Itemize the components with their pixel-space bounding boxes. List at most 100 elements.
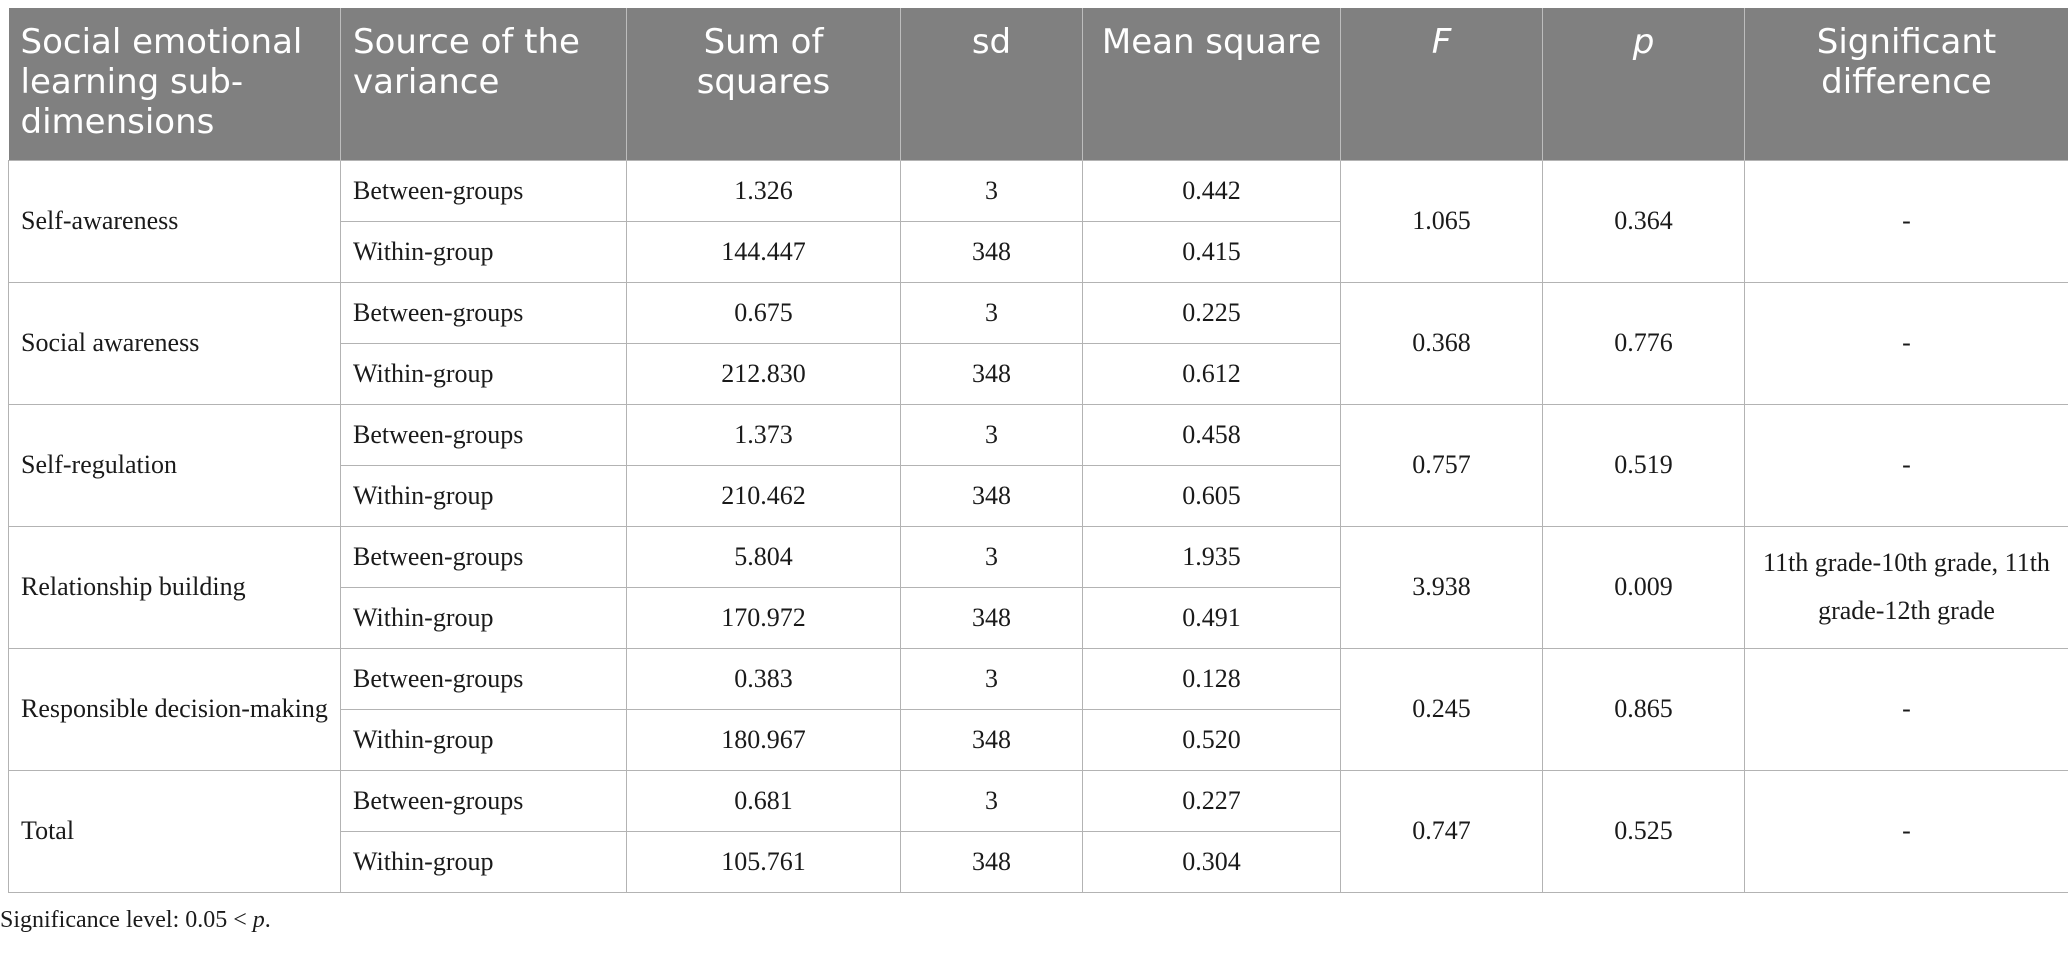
table-row: Within-group 180.967 348 0.520 [9,708,2068,771]
mean-square-cell: 0.612 [1082,342,1341,405]
table-row: Self-regulation Between-groups 1.373 3 0… [8,403,2068,527]
anova-table-container: Social emotional learning sub-dimensions… [8,8,2068,893]
p-cell: 0.364 [1542,159,1745,283]
significant-difference-cell: - [1744,769,2068,893]
table-row: Within-group 105.761 348 0.304 [9,830,2068,893]
sum-of-squares-cell: 1.326 [626,159,901,222]
f-cell: 0.757 [1340,403,1543,527]
source-cell: Between-groups [340,647,627,710]
anova-table: Social emotional learning sub-dimensions… [8,8,2068,893]
table-row: Self-awareness Between-groups 1.326 3 0.… [8,159,2068,283]
source-cell: Between-groups [340,769,627,832]
table-row: Relationship building Between-groups 5.8… [8,525,2068,649]
f-cell: 0.368 [1340,281,1543,405]
mean-square-cell: 0.520 [1082,708,1341,771]
footnote-prefix: Significance level: 0.05 < [0,907,253,933]
sd-cell: 348 [900,586,1083,649]
sum-of-squares-cell: 1.373 [626,403,901,466]
header-f-label: F [1431,22,1452,62]
sum-of-squares-cell: 105.761 [626,830,901,893]
source-cell: Within-group [340,830,627,893]
dimension-cell: Self-regulation [8,403,341,527]
sd-cell: 3 [900,525,1083,588]
mean-square-cell: 0.128 [1082,647,1341,710]
significant-difference-cell: - [1744,159,2068,283]
f-cell: 3.938 [1340,525,1543,649]
sd-cell: 3 [900,159,1083,222]
mean-square-cell: 0.225 [1082,281,1341,344]
sd-cell: 348 [900,464,1083,527]
sum-of-squares-cell: 144.447 [626,220,901,283]
header-mean-square: Mean square [1082,8,1341,160]
header-sum-of-squares: Sum of squares [626,8,901,160]
table-footnote: Significance level: 0.05 < p. [0,907,271,934]
mean-square-cell: 0.605 [1082,464,1341,527]
footnote-suffix: . [264,907,271,933]
header-sd: sd [900,8,1083,160]
sum-of-squares-cell: 170.972 [626,586,901,649]
sd-cell: 3 [900,281,1083,344]
source-cell: Between-groups [340,525,627,588]
p-cell: 0.009 [1542,525,1745,649]
table-header-row: Social emotional learning sub-dimensions… [8,8,2068,160]
sum-of-squares-cell: 0.383 [626,647,901,710]
header-p-label: p [1632,22,1655,62]
mean-square-cell: 0.304 [1082,830,1341,893]
mean-square-cell: 1.935 [1082,525,1341,588]
sum-of-squares-cell: 0.681 [626,769,901,832]
table-row: Total Between-groups 0.681 3 0.227 0.747… [8,769,2068,893]
sum-of-squares-cell: 5.804 [626,525,901,588]
dimension-cell: Social awareness [8,281,341,405]
mean-square-cell: 0.458 [1082,403,1341,466]
source-cell: Between-groups [340,281,627,344]
mean-square-cell: 0.415 [1082,220,1341,283]
table-row: Social awareness Between-groups 0.675 3 … [8,281,2068,405]
mean-square-cell: 0.442 [1082,159,1341,222]
p-cell: 0.519 [1542,403,1745,527]
sd-cell: 3 [900,769,1083,832]
sd-cell: 348 [900,220,1083,283]
dimension-cell: Relationship building [8,525,341,649]
sd-cell: 348 [900,830,1083,893]
table-row: Within-group 210.462 348 0.605 [9,464,2068,527]
p-cell: 0.525 [1542,769,1745,893]
sum-of-squares-cell: 210.462 [626,464,901,527]
source-cell: Within-group [340,464,627,527]
mean-square-cell: 0.227 [1082,769,1341,832]
header-source: Source of the variance [340,8,627,160]
sum-of-squares-cell: 180.967 [626,708,901,771]
p-cell: 0.776 [1542,281,1745,405]
source-cell: Within-group [340,586,627,649]
dimension-cell: Total [8,769,341,893]
source-cell: Within-group [340,708,627,771]
source-cell: Between-groups [340,159,627,222]
table-row: Within-group 212.830 348 0.612 [9,342,2068,405]
footnote-variable: p [252,907,265,933]
significant-difference-cell: 11th grade-10th grade, 11th grade-12th g… [1744,525,2068,649]
header-significant-difference: Significant difference [1744,8,2068,160]
sum-of-squares-cell: 212.830 [626,342,901,405]
f-cell: 1.065 [1340,159,1543,283]
significant-difference-cell: - [1744,647,2068,771]
p-cell: 0.865 [1542,647,1745,771]
source-cell: Between-groups [340,403,627,466]
source-cell: Within-group [340,220,627,283]
significant-difference-cell: - [1744,281,2068,405]
f-cell: 0.245 [1340,647,1543,771]
dimension-cell: Responsible decision-making [8,647,341,771]
table-row: Within-group 170.972 348 0.491 [9,586,2068,649]
source-cell: Within-group [340,342,627,405]
sd-cell: 348 [900,342,1083,405]
sum-of-squares-cell: 0.675 [626,281,901,344]
sd-cell: 348 [900,708,1083,771]
sd-cell: 3 [900,647,1083,710]
f-cell: 0.747 [1340,769,1543,893]
mean-square-cell: 0.491 [1082,586,1341,649]
dimension-cell: Self-awareness [8,159,341,283]
table-row: Responsible decision-making Between-grou… [8,647,2068,771]
significant-difference-cell: - [1744,403,2068,527]
sd-cell: 3 [900,403,1083,466]
header-dimension: Social emotional learning sub-dimensions [8,8,341,160]
header-p: p [1542,8,1745,160]
header-f: F [1340,8,1543,160]
